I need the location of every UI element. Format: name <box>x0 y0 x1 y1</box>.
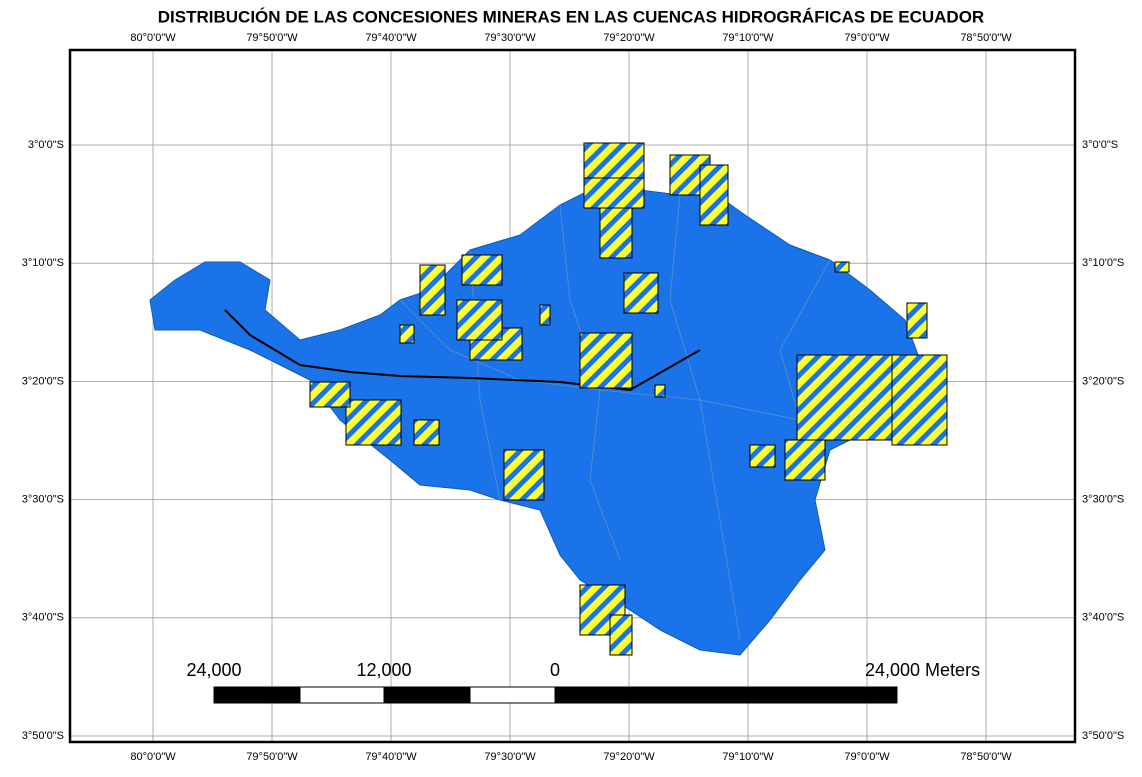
longitude-label-bottom: 79°20'0"W <box>603 751 655 763</box>
concession <box>583 142 645 179</box>
concession <box>834 261 850 273</box>
concession <box>623 272 659 314</box>
longitude-label-top: 79°20'0"W <box>603 32 655 44</box>
latitude-label-right: 3°10'0"S <box>1082 257 1124 269</box>
longitude-label-top: 79°50'0"W <box>246 32 298 44</box>
latitude-label-left: 3°10'0"S <box>22 257 64 269</box>
latitude-label-right: 3°20'0"S <box>1082 375 1124 387</box>
map-frame <box>68 48 1077 744</box>
longitude-label-bottom: 79°30'0"W <box>484 751 536 763</box>
latitude-label-right: 3°0'0"S <box>1082 139 1118 151</box>
concession <box>699 164 729 226</box>
sub-basins <box>399 194 831 641</box>
latitude-label-left: 3°50'0"S <box>22 730 64 742</box>
longitude-label-top: 78°50'0"W <box>960 32 1012 44</box>
concession <box>583 177 645 209</box>
longitude-label-bottom: 79°0'0"W <box>844 751 890 763</box>
latitude-label-left: 3°20'0"S <box>22 375 64 387</box>
concession <box>609 614 633 656</box>
longitude-label-top: 79°40'0"W <box>365 32 417 44</box>
latitude-label-right: 3°30'0"S <box>1082 494 1124 506</box>
scale-label: 24,000 <box>186 660 241 680</box>
latitude-label-left: 3°0'0"S <box>28 139 64 151</box>
concession <box>891 354 948 446</box>
longitude-label-bottom: 79°50'0"W <box>246 751 298 763</box>
longitude-label-top: 79°30'0"W <box>484 32 536 44</box>
scale-bar <box>213 686 898 704</box>
concession <box>419 264 446 316</box>
scale-label: 12,000 <box>356 660 411 680</box>
concession <box>796 354 893 441</box>
concession <box>599 207 633 259</box>
concession <box>461 254 503 286</box>
concession <box>309 381 351 408</box>
concession <box>749 444 776 468</box>
concession <box>345 399 402 446</box>
concession <box>456 299 503 341</box>
longitude-label-bottom: 79°40'0"W <box>365 751 417 763</box>
longitude-label-bottom: 79°10'0"W <box>722 751 774 763</box>
concession <box>906 302 928 339</box>
concessions <box>309 142 948 656</box>
longitude-label-bottom: 78°50'0"W <box>960 751 1012 763</box>
scale-label: 0 <box>550 660 560 680</box>
latitude-label-right: 3°50'0"S <box>1082 730 1124 742</box>
concession <box>579 332 633 389</box>
scale-label: 24,000 Meters <box>865 660 980 680</box>
concession <box>654 384 666 398</box>
longitude-label-top: 79°10'0"W <box>722 32 774 44</box>
concession <box>399 324 415 344</box>
latitude-label-left: 3°40'0"S <box>22 612 64 624</box>
concession <box>503 449 545 501</box>
longitude-label-top: 79°0'0"W <box>844 32 890 44</box>
longitude-label-top: 80°0'0"W <box>130 32 176 44</box>
latitude-label-right: 3°40'0"S <box>1082 612 1124 624</box>
latitude-label-left: 3°30'0"S <box>22 494 64 506</box>
concession <box>413 419 440 446</box>
concession <box>539 304 551 326</box>
concession <box>784 439 826 481</box>
longitude-label-bottom: 80°0'0"W <box>130 751 176 763</box>
map-title: DISTRIBUCIÓN DE LAS CONCESIONES MINERAS … <box>158 7 984 26</box>
